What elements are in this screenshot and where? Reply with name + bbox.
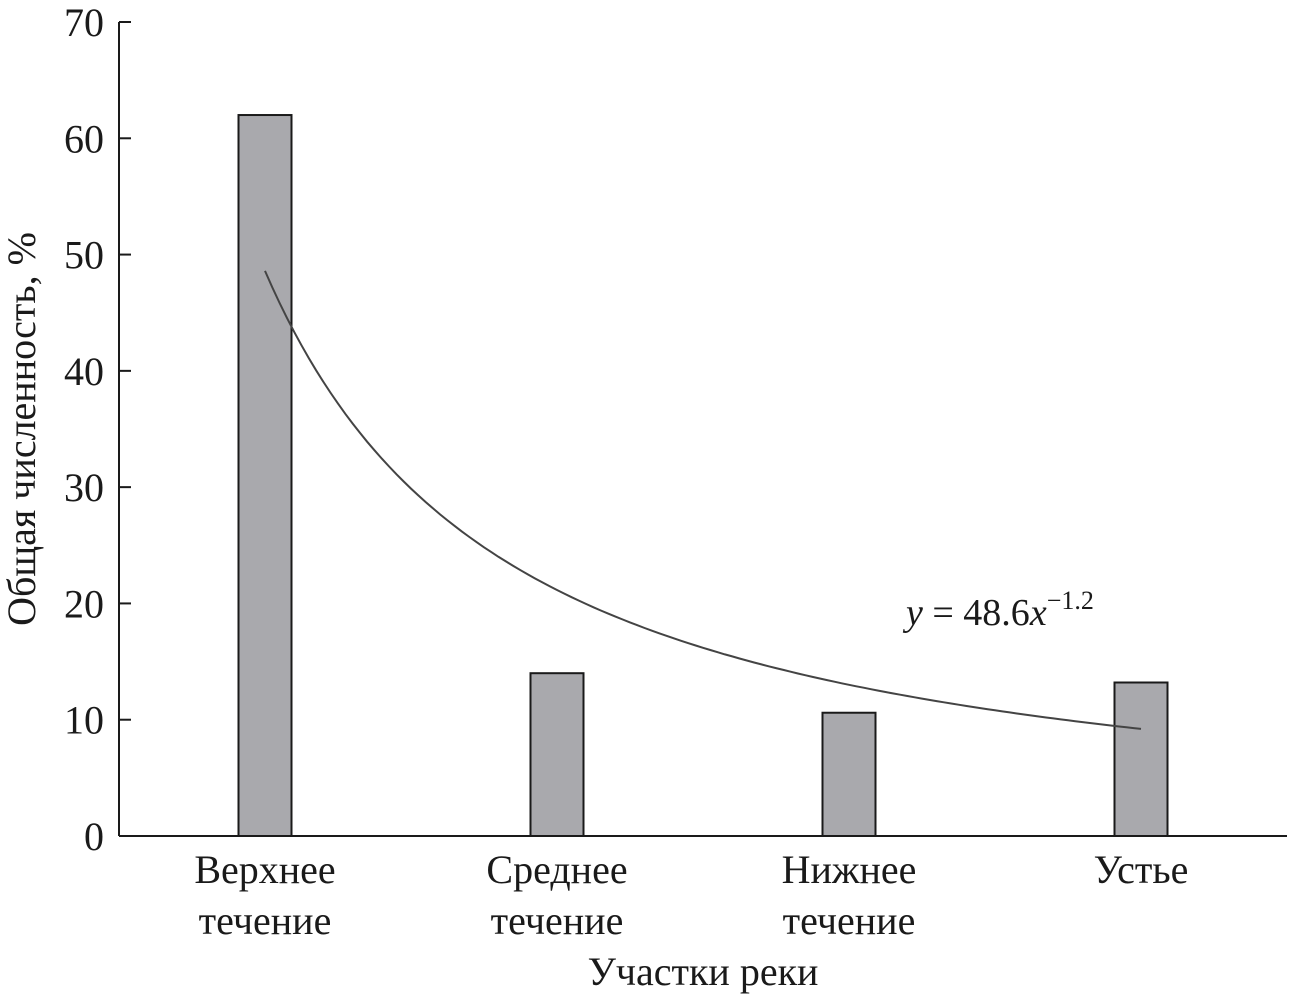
bar	[1113, 681, 1169, 838]
y-axis-title: Общая численность, %	[0, 232, 44, 626]
x-category-label: Верхнее	[194, 847, 335, 892]
y-tick-label: 30	[64, 465, 104, 510]
y-axis: 0 10 20 30 40 50 60 70 Общая численность, %	[0, 0, 131, 859]
x-category-label: течение	[199, 898, 332, 943]
bar	[529, 672, 585, 838]
x-category-labels: Верхнее течение Среднее течение Нижнее течени…	[194, 847, 1188, 943]
power-trendline	[264, 270, 1142, 730]
x-category-label: течение	[783, 898, 916, 943]
equation-exponent: −1.2	[1047, 586, 1094, 615]
equation-x-var: x	[1029, 592, 1047, 634]
equation-y-var: y	[902, 592, 923, 634]
bar-series	[237, 114, 1169, 838]
x-axis: Верхнее течение Среднее течение Нижнее течени…	[119, 835, 1287, 994]
x-category-label: течение	[491, 898, 624, 943]
x-category-label: Нижнее	[782, 847, 917, 892]
x-category-label: Устье	[1094, 847, 1189, 892]
bar	[237, 114, 293, 838]
y-tick-label: 0	[84, 814, 104, 859]
x-axis-title: Участки реки	[588, 949, 819, 994]
y-tick-label: 60	[64, 116, 104, 161]
y-tick-label: 10	[64, 698, 104, 743]
y-tick-label: 50	[64, 233, 104, 278]
trendline-equation: y = 48.6x−1.2	[902, 586, 1094, 634]
x-category-label: Среднее	[486, 847, 627, 892]
equation-rhs: = 48.6	[923, 592, 1030, 634]
y-tick-label: 20	[64, 581, 104, 626]
y-tick-label: 70	[64, 0, 104, 45]
bar	[821, 711, 877, 837]
y-tick-group: 0 10 20 30 40 50 60 70	[64, 0, 131, 859]
y-tick-label: 40	[64, 349, 104, 394]
